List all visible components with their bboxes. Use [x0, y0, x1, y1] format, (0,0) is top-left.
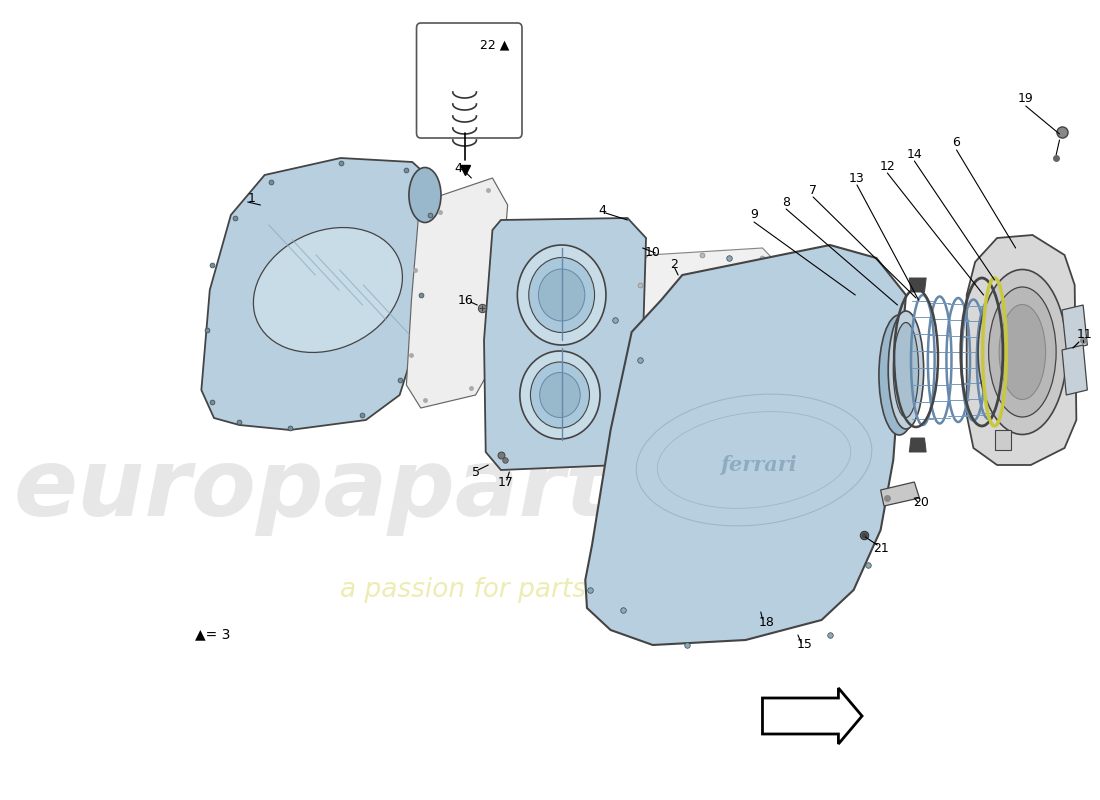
- Text: 21: 21: [872, 542, 889, 554]
- Polygon shape: [623, 248, 783, 500]
- Text: 11: 11: [1077, 329, 1092, 342]
- Polygon shape: [484, 218, 646, 470]
- Text: a passion for parts solutions: a passion for parts solutions: [340, 577, 713, 603]
- Ellipse shape: [540, 373, 580, 418]
- Polygon shape: [910, 278, 926, 292]
- Text: 8: 8: [782, 195, 790, 209]
- Text: 10: 10: [645, 246, 661, 259]
- Ellipse shape: [888, 311, 924, 429]
- Ellipse shape: [520, 351, 600, 439]
- Text: 9: 9: [750, 209, 758, 222]
- Text: 20: 20: [913, 497, 930, 510]
- Text: 16: 16: [458, 294, 473, 306]
- Ellipse shape: [409, 167, 441, 222]
- Ellipse shape: [893, 322, 918, 418]
- Text: 2: 2: [670, 258, 678, 271]
- Text: 19: 19: [1018, 91, 1034, 105]
- Ellipse shape: [517, 245, 606, 345]
- Text: 4: 4: [598, 203, 606, 217]
- Ellipse shape: [253, 227, 403, 353]
- Text: 1: 1: [248, 191, 256, 205]
- Polygon shape: [967, 235, 1077, 465]
- Text: 18: 18: [759, 615, 774, 629]
- Polygon shape: [201, 158, 438, 430]
- Text: 15: 15: [796, 638, 813, 651]
- Text: 22 ▲: 22 ▲: [480, 38, 509, 51]
- Text: 14: 14: [906, 147, 922, 161]
- Ellipse shape: [530, 362, 590, 428]
- Polygon shape: [1062, 345, 1087, 395]
- Text: ferrari: ferrari: [719, 455, 796, 475]
- Polygon shape: [762, 688, 862, 744]
- Ellipse shape: [999, 305, 1046, 399]
- Ellipse shape: [978, 270, 1067, 434]
- Ellipse shape: [879, 315, 920, 435]
- Polygon shape: [994, 430, 1011, 450]
- Text: europaparts: europaparts: [14, 444, 668, 536]
- Ellipse shape: [538, 269, 585, 321]
- FancyBboxPatch shape: [417, 23, 522, 138]
- Text: ▲= 3: ▲= 3: [196, 627, 231, 641]
- Text: 7: 7: [810, 183, 817, 197]
- Text: 5: 5: [472, 466, 480, 478]
- Ellipse shape: [529, 258, 595, 333]
- Polygon shape: [1062, 305, 1087, 350]
- Text: 12: 12: [880, 159, 895, 173]
- Polygon shape: [910, 438, 926, 452]
- Text: 13: 13: [849, 171, 865, 185]
- Ellipse shape: [989, 287, 1056, 417]
- Text: 4: 4: [454, 162, 463, 174]
- Polygon shape: [406, 178, 507, 408]
- Polygon shape: [881, 482, 920, 506]
- Text: 17: 17: [497, 477, 513, 490]
- Text: 6: 6: [953, 137, 960, 150]
- Polygon shape: [585, 245, 906, 645]
